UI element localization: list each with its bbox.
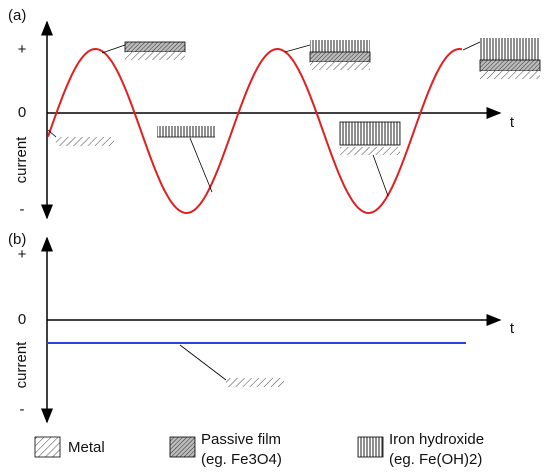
legend-label: Metal [68, 439, 105, 456]
axis-tick: - [20, 201, 25, 218]
x-axis-label: t [510, 114, 515, 131]
axis-tick: - [20, 401, 25, 418]
axis-tick: 0 [18, 104, 26, 121]
y-axis-label: current [13, 341, 30, 389]
legend-example: (eg. Fe3O4) [201, 451, 282, 468]
figure: (a) + 0 - t current (b) + 0 - t current [0, 0, 544, 473]
axis-tick: 0 [18, 311, 26, 328]
y-axis-label: current [13, 136, 30, 184]
legend: Metal Passive film (eg. Fe3O4) Iron hydr… [35, 431, 484, 468]
legend-label: Passive film [201, 431, 281, 448]
x-axis-label: t [510, 320, 515, 337]
axis-tick: + [18, 246, 27, 263]
legend-label: Iron hydroxide [389, 431, 484, 448]
axis-tick: + [18, 41, 27, 58]
film-annotations [180, 345, 284, 387]
panel-label: (a) [8, 7, 26, 24]
legend-example: (eg. Fe(OH)2) [389, 451, 482, 468]
